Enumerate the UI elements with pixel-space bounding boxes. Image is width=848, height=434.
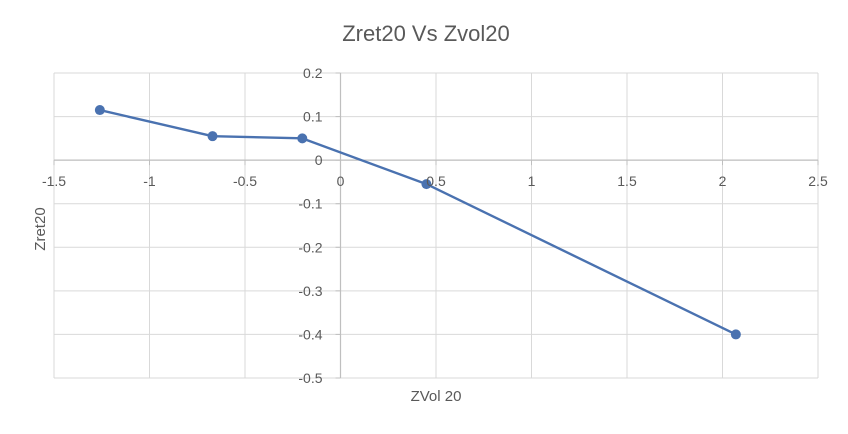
data-point <box>207 131 218 142</box>
x-tick-label: 1.5 <box>617 173 637 189</box>
data-point <box>730 329 741 340</box>
x-tick-label: 0 <box>337 173 345 189</box>
data-point <box>94 105 105 116</box>
x-tick-label: -1 <box>143 173 156 189</box>
data-point <box>421 179 432 190</box>
y-tick-label: -0.1 <box>298 196 322 212</box>
y-tick-label: -0.4 <box>298 326 322 342</box>
y-tick-label: 0.2 <box>303 65 323 81</box>
x-tick-label: 1 <box>528 173 536 189</box>
y-tick-label: -0.3 <box>298 283 322 299</box>
x-tick-label: -0.5 <box>233 173 257 189</box>
x-tick-label: 2 <box>719 173 727 189</box>
series-line <box>99 108 737 336</box>
y-tick-label: 0 <box>315 152 323 168</box>
tick-labels: -1.5 -1 -0.5 0 0.5 1 1.5 2 2.5 0.2 0.1 0 -0.1 -0.2 -0.… <box>42 65 828 386</box>
x-tick-label: -1.5 <box>42 173 66 189</box>
series <box>94 105 741 340</box>
y-axis-title: Zret20 <box>32 207 49 250</box>
y-tick-label: -0.5 <box>298 370 322 386</box>
chart-title: Zret20 Vs Zvol20 <box>342 21 510 46</box>
data-point <box>297 133 308 144</box>
x-tick-label: 0.5 <box>426 173 446 189</box>
axes <box>53 72 819 379</box>
grid <box>53 72 819 379</box>
x-tick-label: 2.5 <box>808 173 828 189</box>
x-axis-title: ZVol 20 <box>411 388 462 405</box>
y-tick-label: -0.2 <box>298 239 322 255</box>
y-tick-label: 0.1 <box>303 109 323 125</box>
